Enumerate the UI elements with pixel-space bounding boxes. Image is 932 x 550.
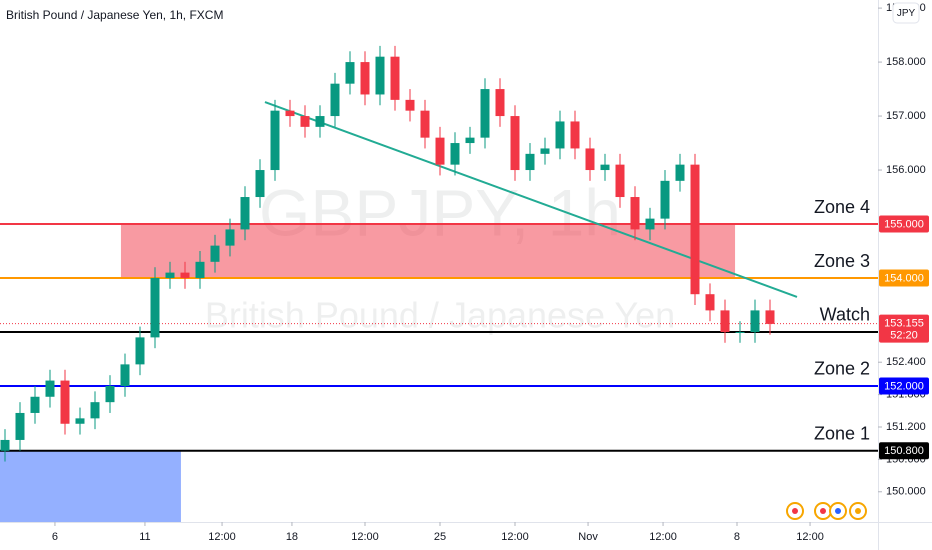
- chart-title: British Pound / Japanese Yen, 1h, FXCM: [6, 8, 223, 22]
- level-name: Watch: [820, 305, 870, 325]
- candle-body: [30, 396, 40, 413]
- trendline: [264, 101, 798, 298]
- candle-body: [345, 62, 355, 84]
- candle-body: [255, 170, 265, 198]
- candle-body: [225, 229, 235, 246]
- candle-body: [0, 439, 10, 451]
- candle-body: [720, 310, 730, 332]
- candle-body: [690, 164, 700, 295]
- level-price-label: 154.000: [884, 272, 924, 284]
- candle-body: [375, 56, 385, 95]
- candle-body: [495, 89, 505, 117]
- level-name: Zone 3: [814, 251, 870, 271]
- y-tick-label: 157.000: [886, 110, 926, 122]
- x-tick-label: 6: [52, 531, 58, 543]
- candle-body: [765, 310, 775, 324]
- y-tick-label: 156.000: [886, 164, 926, 176]
- candle-body: [540, 148, 550, 154]
- candle-body: [270, 110, 280, 171]
- candle-body: [45, 380, 55, 397]
- level-price-box: [879, 269, 929, 287]
- currency-label[interactable]: JPY: [897, 8, 916, 19]
- candle-body: [15, 412, 25, 440]
- candle-body: [660, 180, 670, 219]
- zone-box: [120, 224, 736, 279]
- currency-button[interactable]: [892, 2, 920, 24]
- level-name: Zone 2: [814, 359, 870, 379]
- y-tick-label: 152.400: [886, 356, 926, 368]
- candle-body: [360, 62, 370, 95]
- x-tick-label: 11: [139, 531, 150, 543]
- candle-body: [195, 261, 205, 279]
- candle-body: [285, 110, 295, 117]
- candle-body: [420, 110, 430, 138]
- candle-body: [735, 331, 745, 333]
- y-tick-label: 151.200: [886, 421, 926, 433]
- level-price-label: 152.000: [884, 380, 924, 392]
- candle-body: [240, 197, 250, 230]
- level-price-box: [879, 215, 929, 233]
- level-name: Zone 1: [814, 423, 870, 443]
- candle-body: [510, 116, 520, 171]
- candle-body: [750, 310, 760, 332]
- level-price-label: 155.000: [884, 218, 924, 230]
- candle-body: [525, 153, 535, 171]
- x-tick-label: 18: [286, 531, 298, 543]
- candle-body: [60, 380, 70, 424]
- current-price-box: [879, 314, 929, 343]
- candle-body: [315, 116, 325, 127]
- candle-body: [645, 218, 655, 230]
- x-tick-label: 12:00: [649, 531, 677, 543]
- x-tick-label: 12:00: [208, 531, 236, 543]
- watermark-subtitle: British Pound / Japanese Yen: [205, 295, 675, 336]
- candle-body: [330, 83, 340, 117]
- x-tick-label: 12:00: [351, 531, 379, 543]
- candle-body: [630, 197, 640, 230]
- x-tick-label: 12:00: [501, 531, 529, 543]
- candle-body: [210, 245, 220, 262]
- candle-body: [480, 89, 490, 138]
- candle-body: [165, 272, 175, 279]
- level-price-box: [879, 442, 929, 460]
- candle-body: [600, 164, 610, 171]
- candle-body: [555, 121, 565, 149]
- level-price-box: [879, 377, 929, 395]
- y-tick-label: 158.000: [886, 56, 926, 68]
- level-price-label: 150.800: [884, 445, 924, 457]
- candle-body: [135, 337, 145, 365]
- candle-body: [675, 164, 685, 181]
- candle-body: [150, 278, 160, 338]
- x-tick-label: 25: [434, 531, 446, 543]
- candle-body: [435, 137, 445, 165]
- candle-body: [300, 116, 310, 127]
- candle-body: [450, 143, 460, 165]
- candle-body: [75, 418, 85, 424]
- candle-body: [105, 385, 115, 403]
- y-tick-label: 150.000: [886, 486, 926, 498]
- candle-body: [390, 56, 400, 100]
- zone-box: [0, 450, 181, 522]
- x-tick-label: Nov: [578, 531, 598, 543]
- candle-body: [570, 121, 580, 149]
- candle-body: [585, 148, 595, 171]
- level-name: Zone 4: [814, 197, 870, 217]
- candle-body: [120, 364, 130, 386]
- x-tick-label: 8: [734, 531, 740, 543]
- countdown-label: 52:20: [890, 330, 918, 342]
- candle-body: [180, 272, 190, 279]
- current-price-label: 153.155: [884, 318, 924, 330]
- x-tick-label: 12:00: [796, 531, 824, 543]
- candle-body: [90, 402, 100, 419]
- candle-body: [405, 99, 415, 111]
- candle-body: [465, 137, 475, 144]
- candle-body: [615, 164, 625, 198]
- event-icons: [786, 502, 867, 520]
- candle-body: [705, 294, 715, 311]
